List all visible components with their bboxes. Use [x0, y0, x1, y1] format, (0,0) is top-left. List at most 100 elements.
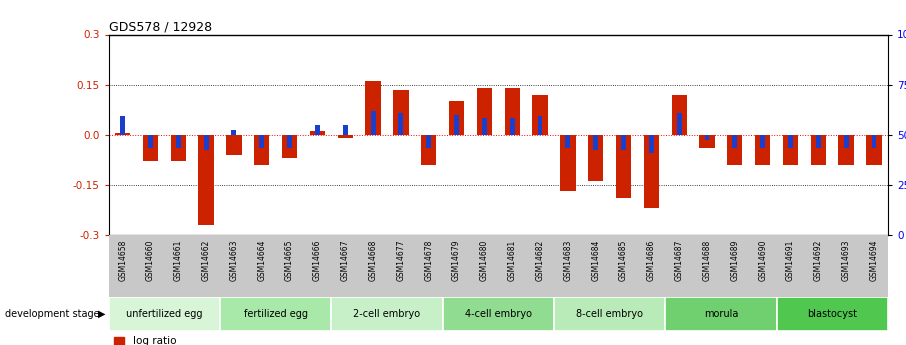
Text: GSM14692: GSM14692: [814, 239, 823, 281]
Text: GSM14680: GSM14680: [480, 239, 489, 281]
Bar: [843, 135, 849, 148]
Bar: [204, 135, 208, 150]
Text: GSM14658: GSM14658: [118, 239, 127, 281]
Bar: [872, 135, 876, 148]
Bar: [776, 297, 888, 331]
Text: GSM14689: GSM14689: [730, 239, 739, 281]
Text: GSM14694: GSM14694: [870, 239, 879, 281]
Text: GSM14677: GSM14677: [397, 239, 405, 281]
Bar: [443, 297, 554, 331]
Bar: [788, 135, 793, 148]
Text: GSM14690: GSM14690: [758, 239, 767, 281]
Text: unfertilized egg: unfertilized egg: [126, 309, 203, 319]
Text: morula: morula: [704, 309, 738, 319]
Bar: [510, 118, 515, 135]
Text: GSM14660: GSM14660: [146, 239, 155, 281]
Bar: [120, 116, 125, 135]
Bar: [477, 88, 492, 135]
Text: development stage: development stage: [5, 309, 99, 319]
Bar: [393, 90, 409, 135]
Bar: [811, 135, 826, 165]
Text: GSM14686: GSM14686: [647, 239, 656, 281]
Bar: [287, 135, 292, 148]
Bar: [198, 135, 214, 225]
Bar: [259, 135, 265, 148]
Text: 4-cell embryo: 4-cell embryo: [465, 309, 532, 319]
Text: GSM14688: GSM14688: [702, 239, 711, 281]
Text: GSM14667: GSM14667: [341, 239, 350, 281]
Text: GSM14665: GSM14665: [285, 239, 294, 281]
Bar: [643, 135, 659, 208]
Bar: [622, 135, 626, 150]
Text: GSM14684: GSM14684: [592, 239, 600, 281]
Bar: [232, 130, 236, 135]
Bar: [143, 135, 159, 161]
Text: GSM14678: GSM14678: [424, 239, 433, 281]
Bar: [705, 135, 709, 139]
Text: GSM14693: GSM14693: [842, 239, 851, 281]
Text: GSM14662: GSM14662: [202, 239, 210, 281]
Bar: [148, 135, 153, 148]
Bar: [170, 135, 186, 161]
Bar: [115, 133, 130, 135]
Bar: [505, 88, 520, 135]
Bar: [677, 113, 681, 135]
Bar: [226, 135, 242, 155]
Text: GSM14687: GSM14687: [675, 239, 684, 281]
Text: GSM14663: GSM14663: [229, 239, 238, 281]
Text: blastocyst: blastocyst: [807, 309, 857, 319]
Bar: [816, 135, 821, 148]
Bar: [728, 135, 743, 165]
Bar: [342, 125, 348, 135]
Bar: [448, 101, 464, 135]
Bar: [616, 135, 631, 198]
Text: fertilized egg: fertilized egg: [244, 309, 308, 319]
Legend: log ratio, percentile rank within the sample: log ratio, percentile rank within the sa…: [114, 336, 309, 345]
Bar: [671, 95, 687, 135]
Text: GSM14685: GSM14685: [619, 239, 628, 281]
Bar: [220, 297, 332, 331]
Text: GSM14668: GSM14668: [369, 239, 378, 281]
Bar: [338, 135, 353, 138]
Text: GSM14664: GSM14664: [257, 239, 266, 281]
Text: 2-cell embryo: 2-cell embryo: [353, 309, 420, 319]
Bar: [665, 297, 776, 331]
Bar: [783, 135, 798, 165]
Bar: [533, 95, 548, 135]
Bar: [482, 118, 487, 135]
Bar: [560, 135, 575, 191]
Bar: [254, 135, 269, 165]
Bar: [332, 297, 443, 331]
Bar: [421, 135, 437, 165]
Bar: [649, 135, 654, 153]
Bar: [176, 135, 180, 148]
Bar: [565, 135, 570, 148]
Bar: [838, 135, 853, 165]
Text: ▶: ▶: [98, 309, 105, 319]
Bar: [593, 135, 598, 150]
Bar: [315, 125, 320, 135]
Bar: [537, 116, 543, 135]
Text: GSM14666: GSM14666: [313, 239, 322, 281]
Bar: [699, 135, 715, 148]
Text: GDS578 / 12928: GDS578 / 12928: [109, 20, 212, 33]
Bar: [282, 135, 297, 158]
Text: GSM14691: GSM14691: [786, 239, 795, 281]
Bar: [755, 135, 770, 165]
Bar: [588, 135, 603, 181]
Bar: [866, 135, 882, 165]
Bar: [554, 297, 665, 331]
Text: GSM14682: GSM14682: [535, 239, 545, 281]
Bar: [371, 111, 375, 135]
Bar: [454, 115, 459, 135]
Text: 8-cell embryo: 8-cell embryo: [576, 309, 643, 319]
Text: GSM14661: GSM14661: [174, 239, 183, 281]
Bar: [427, 135, 431, 148]
Bar: [399, 113, 403, 135]
Bar: [760, 135, 765, 148]
Bar: [365, 81, 381, 135]
Text: GSM14679: GSM14679: [452, 239, 461, 281]
Text: GSM14681: GSM14681: [507, 239, 516, 281]
Bar: [109, 297, 220, 331]
Bar: [310, 131, 325, 135]
